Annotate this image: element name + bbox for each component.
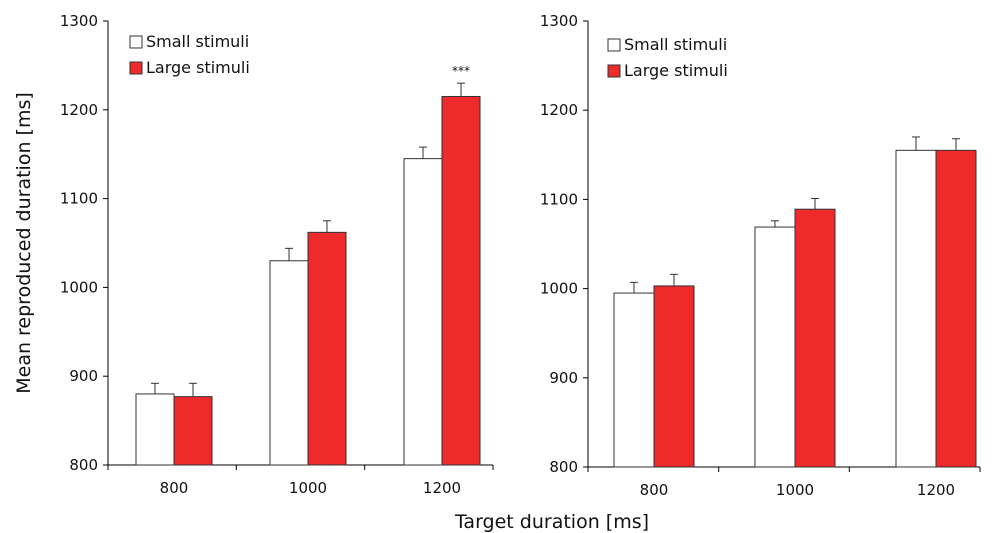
legend-label: Small stimuli: [624, 35, 727, 54]
x-tick-label: 1000: [289, 479, 327, 497]
legend-label: Small stimuli: [146, 32, 249, 51]
y-tick-label: 1100: [540, 190, 578, 208]
bar-large-800: [173, 396, 213, 466]
y-tick-label: 1200: [540, 101, 578, 119]
bar-large-800: [653, 285, 695, 468]
y-axis-title: Mean reproduced duration [ms]: [13, 92, 35, 394]
bar-large-1200: [441, 95, 481, 466]
y-tick-label: 1100: [60, 190, 98, 208]
x-tick-label: 1200: [423, 479, 461, 497]
bar-large-1000: [307, 231, 347, 466]
legend-swatch-small: [607, 38, 621, 52]
legend-swatch-large: [607, 64, 621, 78]
bar-large-1000: [794, 208, 836, 468]
y-tick-label: 900: [549, 369, 578, 387]
bar-small-1200: [895, 149, 937, 468]
bar-small-1200: [403, 158, 443, 466]
legend-swatch-small: [129, 35, 143, 49]
x-tick-label: 1200: [917, 481, 955, 499]
y-tick-label: 1000: [60, 278, 98, 296]
significance-annotation: ***: [452, 64, 470, 78]
legend-swatch-large: [129, 61, 143, 75]
y-tick-label: 800: [549, 458, 578, 476]
x-tick-label: 1000: [776, 481, 814, 499]
y-tick-label: 1000: [540, 280, 578, 298]
left-chart-panel: 800 900 1000 1100 1200 1300 800 1000 1200 *** Smal…: [13, 12, 494, 497]
bar-small-1000: [754, 226, 796, 468]
bar-small-800: [613, 292, 655, 468]
bar-small-1000: [269, 260, 309, 466]
shared-x-axis-title: Target duration [ms]: [454, 511, 649, 533]
right-chart-panel: 800 900 1000 1100 1200 1300 800 1000 1200 Small s…: [540, 12, 981, 499]
y-tick-label: 1300: [60, 12, 98, 30]
legend-label: Large stimuli: [624, 61, 728, 80]
bar-large-1200: [935, 149, 977, 468]
bar-small-800: [135, 393, 175, 466]
legend-label: Large stimuli: [146, 58, 250, 77]
y-tick-label: 900: [69, 367, 98, 385]
x-tick-label: 800: [160, 479, 189, 497]
y-tick-label: 1300: [540, 12, 578, 30]
x-tick-label: 800: [640, 481, 669, 499]
y-tick-label: 1200: [60, 101, 98, 119]
y-tick-label: 800: [69, 456, 98, 474]
